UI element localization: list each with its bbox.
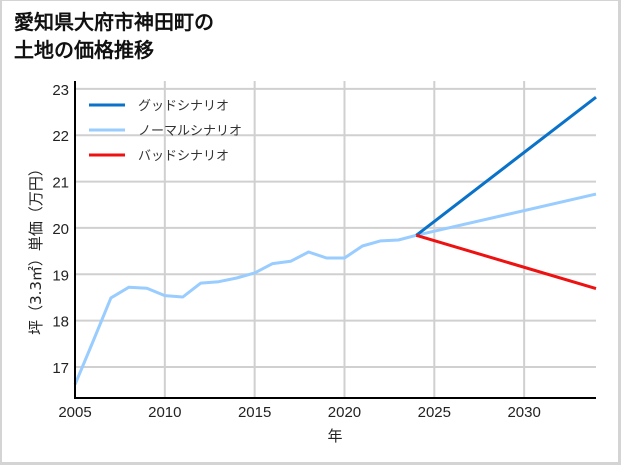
x-tick-label: 2020 <box>328 404 361 421</box>
x-tick-label: 2030 <box>507 404 540 421</box>
chart-title: 愛知県大府市神田町の 土地の価格推移 <box>14 8 214 64</box>
chart-title-line-1: 愛知県大府市神田町の <box>14 10 214 34</box>
legend-label: ノーマルシナリオ <box>138 124 242 139</box>
y-tick-label: 20 <box>52 221 69 238</box>
series-line <box>415 233 597 291</box>
x-tick-label: 2025 <box>418 404 451 421</box>
x-axis-label: 年 <box>327 427 342 445</box>
legend-label: グッドシナリオ <box>138 99 229 114</box>
series-line <box>415 96 597 237</box>
y-tick-label: 18 <box>52 314 69 331</box>
chart-title-line-2: 土地の価格推移 <box>14 38 154 62</box>
series-line <box>73 192 597 386</box>
y-tick-label: 21 <box>52 175 69 192</box>
y-tick-label: 23 <box>52 82 69 99</box>
x-tick-label: 2015 <box>238 404 271 421</box>
tick-labels: 17 18 19 20 21 22 23 2005 2010 2015 2020 2025 2030 <box>52 82 541 421</box>
x-tick-label: 2010 <box>148 404 181 421</box>
grid-lines <box>75 81 596 398</box>
y-tick-label: 17 <box>52 360 69 377</box>
legend-label: バッドシナリオ <box>138 149 229 164</box>
y-tick-label: 22 <box>52 128 69 145</box>
y-axis-label: 坪（3.3㎡）単価（万円） <box>27 161 45 335</box>
data-series <box>73 96 597 386</box>
y-tick-label: 19 <box>52 267 69 284</box>
x-tick-label: 2005 <box>58 404 91 421</box>
axes <box>74 81 596 399</box>
